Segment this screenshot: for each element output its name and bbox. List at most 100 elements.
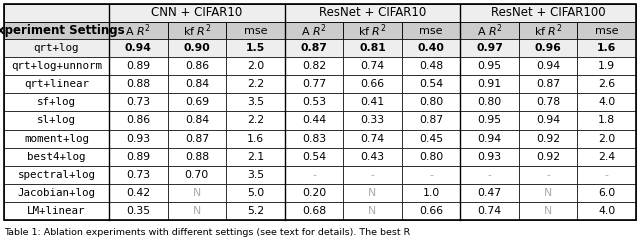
Text: 1.6: 1.6 bbox=[247, 133, 264, 143]
Text: mse: mse bbox=[595, 26, 618, 35]
Text: 0.88: 0.88 bbox=[126, 79, 150, 89]
Bar bbox=[402, 93, 460, 112]
Bar bbox=[519, 75, 577, 93]
Text: kf $R^2$: kf $R^2$ bbox=[358, 22, 387, 39]
Text: 0.73: 0.73 bbox=[126, 97, 150, 107]
Bar bbox=[168, 202, 226, 220]
Bar bbox=[343, 184, 402, 202]
Bar bbox=[519, 112, 577, 130]
Bar bbox=[343, 57, 402, 75]
Text: sf+log: sf+log bbox=[37, 97, 76, 107]
Text: 0.44: 0.44 bbox=[302, 115, 326, 125]
Bar bbox=[285, 75, 343, 93]
Bar bbox=[168, 184, 226, 202]
Bar bbox=[109, 57, 168, 75]
Bar bbox=[4, 75, 109, 93]
Bar bbox=[460, 148, 519, 166]
Text: 1.8: 1.8 bbox=[598, 115, 615, 125]
Text: 0.93: 0.93 bbox=[477, 152, 502, 162]
Bar bbox=[460, 57, 519, 75]
Text: 0.90: 0.90 bbox=[184, 43, 210, 53]
Text: 0.84: 0.84 bbox=[185, 115, 209, 125]
Text: N: N bbox=[369, 206, 376, 216]
Bar bbox=[519, 166, 577, 184]
Text: 4.0: 4.0 bbox=[598, 206, 615, 216]
Text: 0.35: 0.35 bbox=[126, 206, 150, 216]
Text: 0.77: 0.77 bbox=[302, 79, 326, 89]
Bar bbox=[460, 130, 519, 148]
Bar bbox=[109, 4, 285, 22]
Bar bbox=[4, 39, 109, 57]
Text: 0.86: 0.86 bbox=[126, 115, 150, 125]
Bar bbox=[577, 22, 636, 39]
Text: 0.47: 0.47 bbox=[477, 188, 502, 198]
Bar bbox=[343, 202, 402, 220]
Bar bbox=[460, 112, 519, 130]
Bar bbox=[109, 130, 168, 148]
Text: 0.87: 0.87 bbox=[419, 115, 443, 125]
Text: 0.66: 0.66 bbox=[360, 79, 385, 89]
Bar bbox=[109, 39, 168, 57]
Bar bbox=[4, 130, 109, 148]
Text: 0.87: 0.87 bbox=[185, 133, 209, 143]
Text: N: N bbox=[544, 206, 552, 216]
Text: 0.94: 0.94 bbox=[477, 133, 502, 143]
Bar bbox=[519, 22, 577, 39]
Bar bbox=[343, 22, 402, 39]
Text: A $R^2$: A $R^2$ bbox=[477, 22, 502, 39]
Bar bbox=[402, 166, 460, 184]
Text: 0.66: 0.66 bbox=[419, 206, 443, 216]
Text: 0.91: 0.91 bbox=[477, 79, 502, 89]
Text: 4.0: 4.0 bbox=[598, 97, 615, 107]
Bar bbox=[460, 202, 519, 220]
Bar bbox=[4, 166, 109, 184]
Bar bbox=[4, 22, 109, 39]
Text: 0.74: 0.74 bbox=[360, 61, 385, 71]
Bar bbox=[519, 130, 577, 148]
Bar bbox=[226, 166, 285, 184]
Text: A $R^2$: A $R^2$ bbox=[301, 22, 327, 39]
Text: -: - bbox=[429, 170, 433, 180]
Bar bbox=[285, 166, 343, 184]
Text: Jacobian+log: Jacobian+log bbox=[17, 188, 95, 198]
Text: 0.95: 0.95 bbox=[477, 115, 502, 125]
Bar bbox=[577, 166, 636, 184]
Text: 5.0: 5.0 bbox=[247, 188, 264, 198]
Bar bbox=[577, 202, 636, 220]
Bar bbox=[519, 39, 577, 57]
Bar bbox=[519, 202, 577, 220]
Text: -: - bbox=[371, 170, 374, 180]
Bar bbox=[460, 22, 519, 39]
Bar bbox=[4, 4, 109, 22]
Text: 0.54: 0.54 bbox=[419, 79, 443, 89]
Text: 0.93: 0.93 bbox=[126, 133, 150, 143]
Bar bbox=[109, 93, 168, 112]
Text: 0.84: 0.84 bbox=[185, 79, 209, 89]
Text: 0.42: 0.42 bbox=[126, 188, 150, 198]
Text: A $R^2$: A $R^2$ bbox=[125, 22, 151, 39]
Text: 0.70: 0.70 bbox=[185, 170, 209, 180]
Bar bbox=[343, 166, 402, 184]
Text: 1.5: 1.5 bbox=[246, 43, 265, 53]
Bar bbox=[343, 112, 402, 130]
Text: 0.20: 0.20 bbox=[302, 188, 326, 198]
Text: 0.69: 0.69 bbox=[185, 97, 209, 107]
Text: mse: mse bbox=[244, 26, 267, 35]
Bar bbox=[519, 148, 577, 166]
Bar bbox=[109, 166, 168, 184]
Text: 5.2: 5.2 bbox=[247, 206, 264, 216]
Text: 0.33: 0.33 bbox=[360, 115, 385, 125]
Bar bbox=[343, 39, 402, 57]
Bar bbox=[402, 22, 460, 39]
Text: 0.82: 0.82 bbox=[302, 61, 326, 71]
Text: 0.45: 0.45 bbox=[419, 133, 443, 143]
Text: 0.89: 0.89 bbox=[126, 152, 150, 162]
Bar bbox=[402, 148, 460, 166]
Text: N: N bbox=[193, 206, 201, 216]
Bar bbox=[168, 148, 226, 166]
Text: 2.2: 2.2 bbox=[247, 79, 264, 89]
Bar bbox=[460, 75, 519, 93]
Bar bbox=[168, 93, 226, 112]
Bar bbox=[460, 166, 519, 184]
Text: 0.92: 0.92 bbox=[536, 152, 560, 162]
